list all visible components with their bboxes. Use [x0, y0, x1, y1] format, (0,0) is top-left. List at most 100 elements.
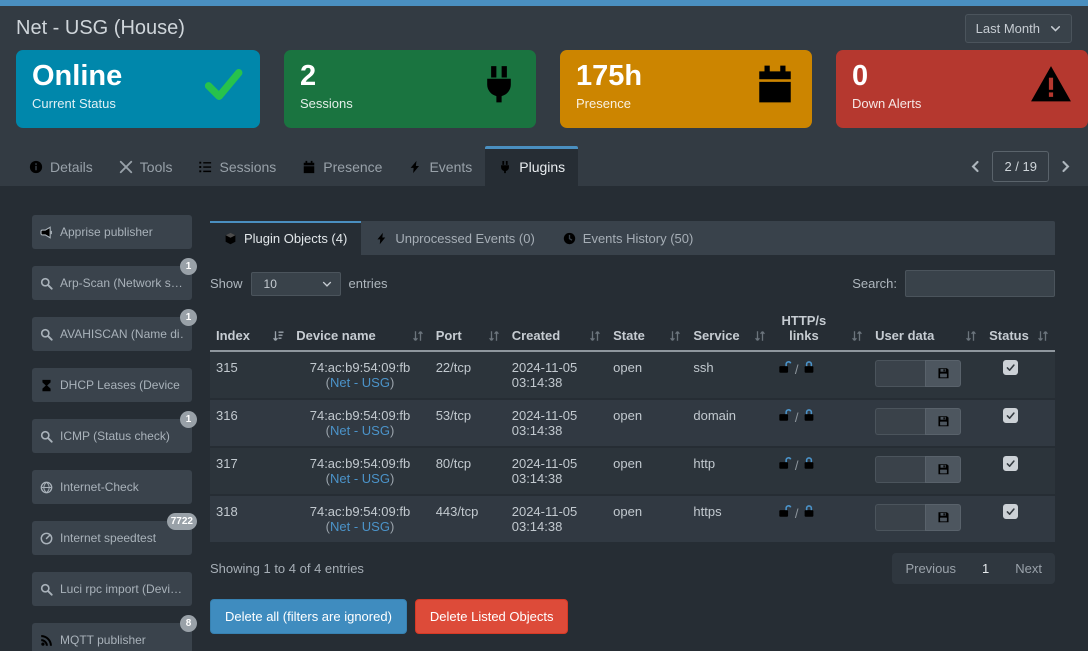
tab-events-history[interactable]: Events History (50) [549, 221, 708, 255]
bolt-icon [375, 232, 388, 245]
col-port[interactable]: Port [429, 309, 506, 352]
chevron-right-icon[interactable] [1059, 160, 1072, 173]
col-status[interactable]: Status [983, 309, 1055, 352]
lock-open-icon[interactable] [778, 360, 792, 374]
col-http-links[interactable]: HTTP/s links [771, 309, 870, 352]
cell-created: 2024-11-05 03:14:38 [511, 504, 578, 534]
calendar-icon [302, 160, 316, 174]
plugin-tabbar: Plugin Objects (4) Unprocessed Events (0… [210, 221, 1055, 255]
tab-plugins[interactable]: Plugins [485, 146, 579, 186]
page-size-select[interactable]: 10 [250, 271, 341, 296]
tab-unprocessed-events[interactable]: Unprocessed Events (0) [361, 221, 548, 255]
floppy-icon [937, 463, 950, 476]
plug-icon [498, 160, 512, 174]
status-checkbox[interactable] [1003, 360, 1019, 375]
device-link[interactable]: Net - USG [329, 519, 390, 534]
lock-open-icon[interactable] [778, 456, 792, 470]
sidebar-item-label: ICMP (Status check) [60, 429, 170, 443]
tab-label: Events [429, 159, 473, 175]
lock-open-icon[interactable] [778, 504, 792, 518]
lock-icon[interactable] [802, 456, 816, 470]
col-service[interactable]: Service [687, 309, 772, 352]
save-button[interactable] [925, 456, 962, 483]
cell-index: 315 [216, 360, 238, 375]
col-state[interactable]: State [607, 309, 688, 352]
tab-sessions[interactable]: Sessions [185, 146, 289, 186]
cell-http-links: / [772, 447, 869, 495]
col-device-name[interactable]: Device name [290, 309, 430, 352]
user-data-input[interactable] [875, 504, 926, 531]
col-user-data[interactable]: User data [869, 309, 984, 352]
calendar-icon [754, 63, 796, 105]
sidebar-item-mqtt-publisher[interactable]: MQTT publisher 8 [32, 615, 197, 651]
previous-page-button[interactable]: Previous [905, 561, 957, 576]
status-checkbox[interactable] [1003, 408, 1019, 423]
cell-http-links: / [772, 351, 869, 399]
lock-icon[interactable] [802, 360, 816, 374]
save-button[interactable] [925, 408, 962, 435]
lock-icon[interactable] [802, 504, 816, 518]
table-header-row: Index Device name Port Created State Ser… [210, 309, 1055, 352]
page-title: Net - USG (House) [16, 16, 185, 39]
lock-icon[interactable] [802, 408, 816, 422]
device-link[interactable]: Net - USG [329, 375, 390, 390]
tab-plugin-objects[interactable]: Plugin Objects (4) [210, 221, 362, 255]
table-row: 317 74:ac:b9:54:09:fb (Net - USG) 80/tcp… [210, 447, 1055, 495]
sidebar-item-luci-rpc-import[interactable]: Luci rpc import (Devi… [32, 572, 192, 606]
count-badge: 7722 [166, 513, 197, 530]
tab-events[interactable]: Events [395, 146, 485, 186]
sidebar-item-label: Arp-Scan (Network s… [60, 276, 183, 290]
sidebar-item-icmp[interactable]: ICMP (Status check) 1 [32, 411, 197, 453]
save-button[interactable] [925, 504, 962, 531]
user-data-input[interactable] [875, 456, 926, 483]
search-input[interactable] [905, 270, 1055, 297]
tab-presence[interactable]: Presence [289, 146, 395, 186]
lock-open-icon[interactable] [778, 408, 792, 422]
col-index[interactable]: Index [210, 309, 291, 352]
page-number-button[interactable]: 1 [982, 561, 990, 576]
status-checkbox[interactable] [1003, 456, 1019, 471]
sessions-value: 2 [300, 60, 317, 92]
delete-listed-button[interactable]: Delete Listed Objects [414, 599, 569, 634]
delete-all-button[interactable]: Delete all (filters are ignored) [210, 599, 407, 634]
bolt-icon [408, 160, 422, 174]
tab-label: Sessions [219, 159, 277, 175]
status-value: Online [32, 60, 123, 92]
globe-icon [40, 481, 53, 494]
device-link[interactable]: Net - USG [329, 423, 390, 438]
tab-details[interactable]: Details [16, 146, 106, 186]
sidebar-item-internet-speedtest[interactable]: Internet speedtest 7722 [32, 513, 197, 555]
device-link[interactable]: Net - USG [329, 471, 390, 486]
status-label: Current Status [32, 96, 116, 112]
device-mac: 74:ac:b9:54:09:fb [309, 360, 411, 375]
count-badge: 1 [180, 309, 197, 326]
period-select[interactable]: Last Month [964, 13, 1072, 43]
sort-icon [589, 330, 601, 342]
tab-label: Details [50, 159, 93, 175]
sidebar-item-label: Luci rpc import (Devi… [60, 582, 183, 596]
sidebar-item-internet-check[interactable]: Internet-Check [32, 470, 192, 504]
chevron-left-icon[interactable] [969, 160, 982, 173]
top-accent-strip [0, 0, 1088, 6]
cell-index: 318 [216, 504, 238, 519]
cell-created: 2024-11-05 03:14:38 [511, 360, 578, 390]
tab-tools[interactable]: Tools [106, 146, 186, 186]
sidebar-item-arp-scan[interactable]: Arp-Scan (Network s… 1 [32, 258, 197, 300]
info-circle-icon [29, 160, 43, 174]
gauge-icon [40, 532, 53, 545]
user-data-input[interactable] [875, 360, 926, 387]
user-data-input[interactable] [875, 408, 926, 435]
sidebar-item-label: Internet speedtest [60, 531, 157, 545]
status-checkbox[interactable] [1003, 504, 1019, 519]
sessions-label: Sessions [300, 96, 353, 112]
plugin-tab-label: Unprocessed Events (0) [395, 231, 535, 246]
floppy-icon [937, 511, 950, 524]
next-page-button[interactable]: Next [1015, 561, 1042, 576]
sidebar-item-apprise-publisher[interactable]: Apprise publisher [32, 215, 192, 249]
col-created[interactable]: Created [505, 309, 608, 352]
plugin-sidebar: Apprise publisher Arp-Scan (Network s… 1… [32, 215, 197, 651]
save-button[interactable] [925, 360, 962, 387]
sort-icon [1037, 330, 1049, 342]
sidebar-item-dhcp-leases[interactable]: DHCP Leases (Device … [32, 368, 192, 402]
sidebar-item-avahiscan[interactable]: AVAHISCAN (Name di… 1 [32, 309, 197, 351]
